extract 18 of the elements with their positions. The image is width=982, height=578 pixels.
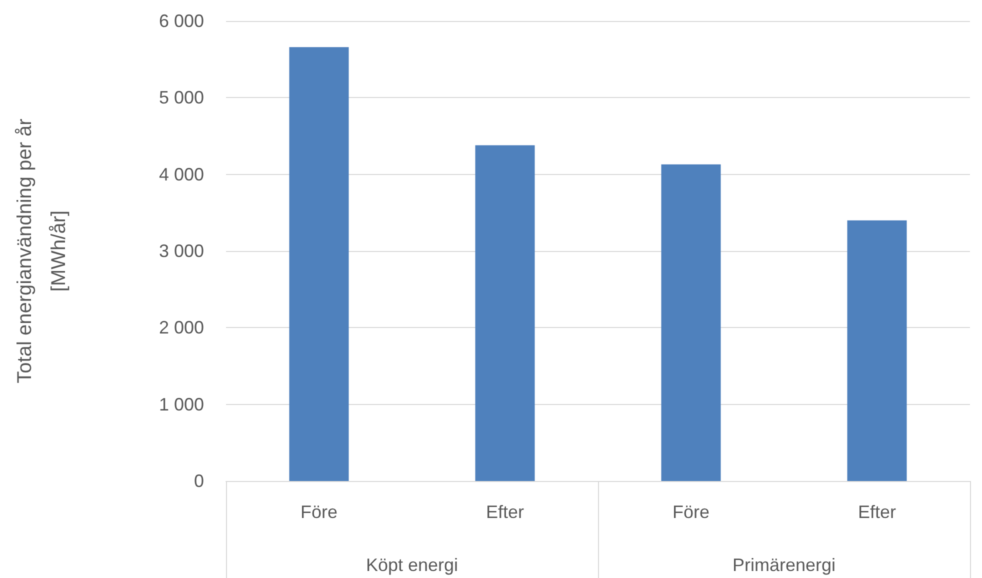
y-tick-label: 0 bbox=[194, 471, 204, 491]
text: Köpt energi bbox=[366, 555, 458, 575]
x-tick-label: Efter bbox=[858, 502, 896, 522]
x-tick-label: Före bbox=[672, 502, 710, 522]
bar bbox=[661, 164, 721, 481]
y-tick-label: 3 000 bbox=[158, 241, 204, 261]
y-tick-label: 1 000 bbox=[158, 394, 204, 414]
bar bbox=[847, 220, 907, 481]
y-axis-title: Total energianvändning per år [MWh/år] bbox=[14, 118, 70, 384]
y-tick-label: 2 000 bbox=[158, 318, 204, 338]
y-tick-label: 5 000 bbox=[158, 88, 204, 108]
bar bbox=[475, 145, 535, 481]
y-tick-label: 4 000 bbox=[158, 164, 204, 184]
x-tick-label: Före bbox=[300, 502, 338, 522]
y-tick-label: 6 000 bbox=[158, 11, 204, 31]
text: Primärenergi bbox=[732, 555, 836, 575]
bar bbox=[289, 47, 349, 481]
x-tick-label: Efter bbox=[486, 502, 524, 522]
